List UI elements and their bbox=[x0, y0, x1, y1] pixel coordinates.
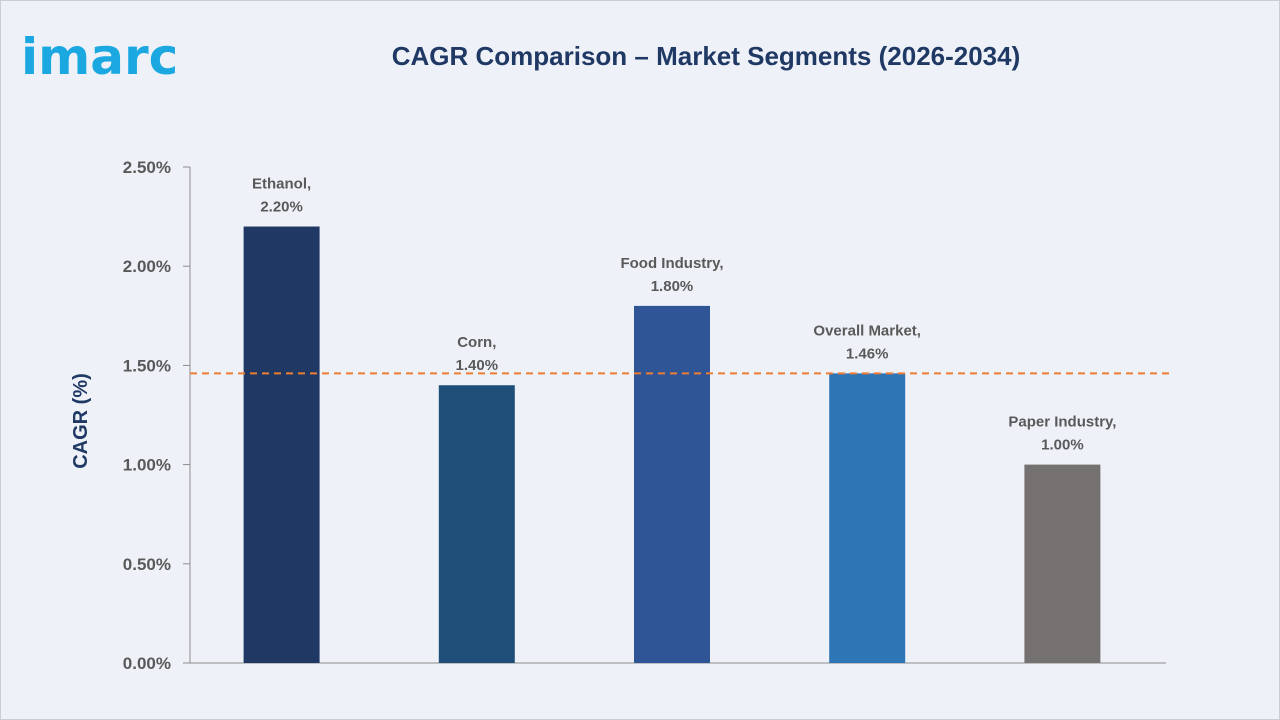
data-label: Paper Industry, bbox=[1008, 414, 1116, 431]
y-tick-label: 1.50% bbox=[123, 356, 171, 375]
bar-food-industry bbox=[634, 305, 710, 663]
data-label: Overall Market, bbox=[813, 322, 921, 339]
imarc-logo: imarc bbox=[21, 28, 179, 86]
bar-ethanol bbox=[243, 226, 320, 663]
y-tick-label: 1.00% bbox=[123, 456, 171, 475]
bar-paper-industry bbox=[1024, 464, 1101, 663]
bar-overall-market bbox=[829, 373, 906, 663]
y-tick-label: 0.00% bbox=[123, 654, 171, 673]
data-label: 1.40% bbox=[456, 357, 499, 374]
data-label: 2.20% bbox=[260, 199, 303, 216]
bar-corn bbox=[438, 385, 515, 663]
chart-title: CAGR Comparison – Market Segments (2026-… bbox=[391, 41, 1021, 71]
y-tick-label: 2.00% bbox=[123, 257, 171, 276]
y-tick-label: 2.50% bbox=[123, 158, 171, 177]
data-label: Food Industry, bbox=[620, 255, 723, 272]
y-axis-title: CAGR (%) bbox=[70, 373, 92, 469]
data-label: 1.46% bbox=[846, 345, 889, 362]
data-label: 1.80% bbox=[651, 278, 694, 295]
data-label: 1.00% bbox=[1041, 437, 1084, 454]
data-label: Corn, bbox=[457, 334, 496, 351]
y-tick-label: 0.50% bbox=[123, 555, 171, 574]
data-label: Ethanol, bbox=[252, 176, 311, 193]
